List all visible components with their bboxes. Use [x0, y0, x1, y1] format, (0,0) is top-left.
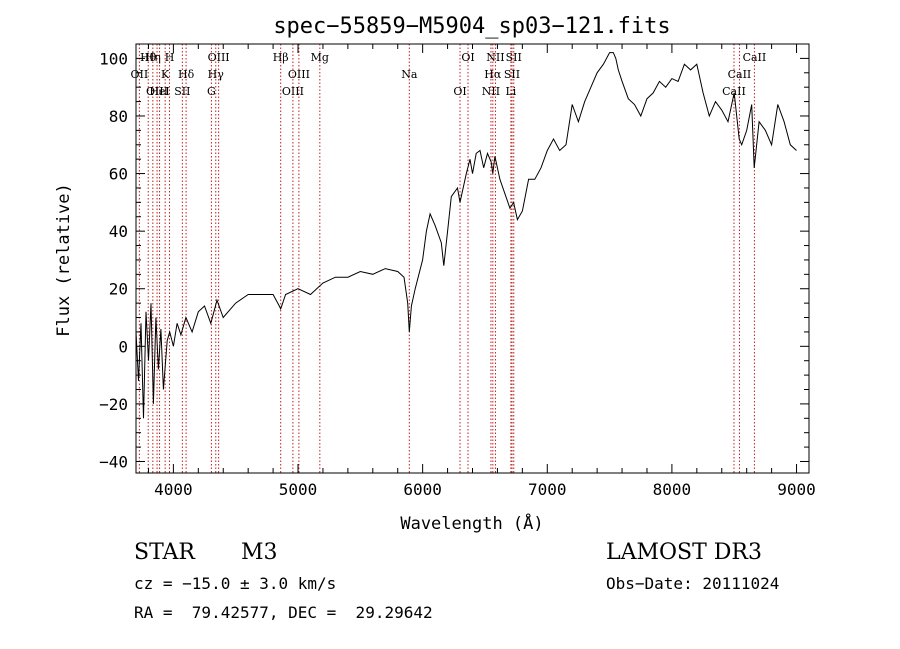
line-label: Hγ [208, 68, 225, 81]
survey-name: LAMOST DR3 [606, 540, 762, 565]
line-label: K [161, 68, 170, 81]
object-subclass: M3 [241, 540, 278, 565]
y-tick-label: 0 [118, 337, 128, 356]
line-label: Hβ [273, 51, 289, 64]
line-label: NII [482, 85, 500, 98]
line-label: OI [453, 85, 466, 98]
line-label: OIII [208, 51, 230, 64]
y-tick-label: 80 [109, 107, 128, 126]
y-axis-ticks: −40 −20 0 20 40 60 80 100 [99, 49, 809, 471]
redshift-cz: cz = −15.0 ± 3.0 km/s [134, 574, 337, 593]
line-label: OIII [146, 85, 168, 98]
spectrum-series-line [135, 52, 797, 419]
ra-dec-coordinates: RA = 79.42577, DEC = 29.29642 [134, 603, 433, 622]
chart-title: spec−55859−M5904_sp03−121.fits [273, 14, 670, 39]
line-label: NII [486, 51, 504, 64]
line-label: HeI [149, 85, 169, 98]
x-tick-label: 8000 [653, 480, 692, 499]
line-label: G [207, 85, 216, 98]
x-tick-label: 6000 [403, 480, 442, 499]
line-label: OII [131, 68, 149, 81]
observation-date: Obs−Date: 20111024 [606, 574, 780, 593]
line-label: H [165, 51, 175, 64]
y-axis-label: Flux (relative) [54, 183, 74, 337]
line-label: OIII [282, 85, 304, 98]
x-tick-label: 5000 [279, 480, 318, 499]
line-label: Na [401, 68, 418, 81]
line-label: Hδ [178, 68, 195, 81]
line-label: Hη [145, 51, 161, 64]
line-label: OI [461, 51, 474, 64]
y-tick-label: 40 [109, 222, 128, 241]
object-class: STAR [134, 540, 195, 565]
line-label: CaII [728, 68, 752, 81]
y-tick-label: 60 [109, 165, 128, 184]
x-tick-label: 4000 [154, 480, 193, 499]
line-label: Mg [311, 51, 329, 64]
line-label: SII [174, 85, 190, 98]
x-tick-label: 9000 [777, 480, 816, 499]
line-label: Hα [484, 68, 502, 81]
line-label: SII [504, 68, 520, 81]
spectral-line-labels: HθOIIOIIIHηKHeIHHδSIIOIIIHγGHβOIIIOIIIMg… [131, 51, 767, 98]
plot-frame [135, 43, 810, 474]
line-label: CaII [722, 85, 746, 98]
line-label: OIII [288, 68, 310, 81]
line-label: SII [506, 51, 522, 64]
y-tick-label: 100 [99, 49, 128, 68]
y-tick-label: −40 [99, 452, 128, 471]
spectral-line-markers [138, 44, 755, 473]
line-label: CaII [743, 51, 767, 64]
x-tick-label: 7000 [528, 480, 567, 499]
x-axis-label: Wavelength (Å) [400, 512, 543, 534]
y-tick-label: −20 [99, 395, 128, 414]
line-label: Li [505, 85, 516, 98]
line-label: Hθ [140, 51, 157, 64]
y-tick-label: 20 [109, 280, 128, 299]
x-axis-ticks: 4000 5000 6000 7000 8000 9000 [147, 44, 816, 499]
